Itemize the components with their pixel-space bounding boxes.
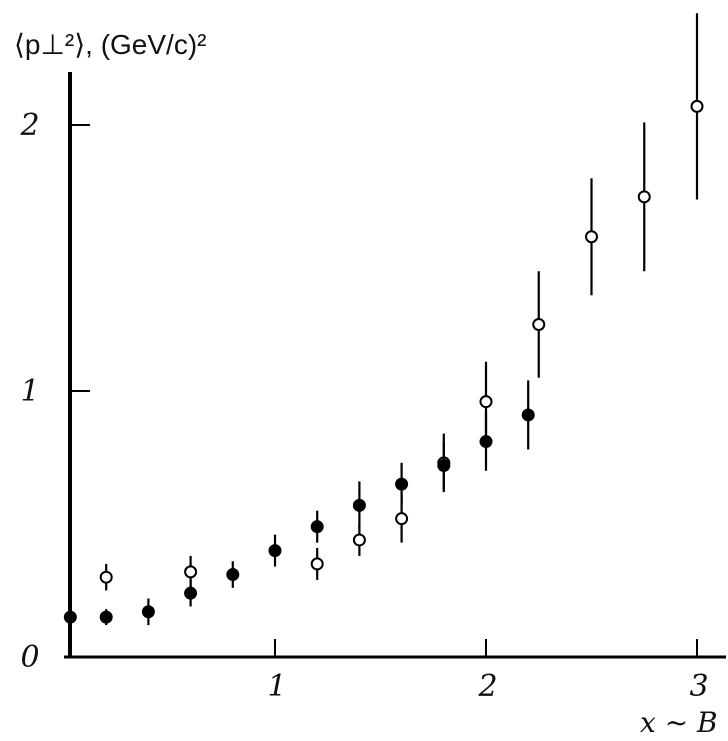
y-axis-label: ⟨p⊥²⟩, (GeV/c)² xyxy=(14,29,206,60)
open-data-point xyxy=(585,230,598,244)
open-data-point xyxy=(310,557,324,571)
chart-ticks: 0 1 2 1 2 3 xyxy=(19,108,708,704)
y-tick-label: 2 xyxy=(19,108,39,143)
chart-marks xyxy=(63,13,704,626)
filled-data-point xyxy=(226,568,240,582)
open-data-point xyxy=(184,565,198,579)
x-tick-label: 1 xyxy=(267,669,286,704)
open-data-point xyxy=(690,99,704,113)
y-tick-label: 1 xyxy=(20,374,39,409)
filled-data-point xyxy=(268,544,282,558)
open-data-point xyxy=(352,533,366,547)
x-tick-label: 3 xyxy=(689,669,708,704)
filled-data-point xyxy=(521,408,535,422)
open-data-point xyxy=(479,395,493,409)
filled-data-point xyxy=(184,586,198,600)
y-tick-label: 0 xyxy=(20,640,39,675)
chart-axes xyxy=(64,72,726,659)
filled-data-point xyxy=(310,520,324,534)
filled-data-point xyxy=(479,435,493,449)
open-data-point xyxy=(637,190,651,204)
open-data-point xyxy=(99,570,113,584)
x-axis-label: x ~ B xyxy=(640,706,718,739)
filled-data-point xyxy=(395,477,409,491)
open-data-point xyxy=(532,318,546,331)
filled-data-point xyxy=(99,610,113,624)
filled-data-point xyxy=(437,458,451,472)
x-tick-label: 2 xyxy=(477,669,497,704)
filled-data-point xyxy=(141,605,155,619)
filled-data-point xyxy=(352,498,366,512)
filled-data-point xyxy=(63,610,77,624)
open-data-point xyxy=(395,512,409,526)
